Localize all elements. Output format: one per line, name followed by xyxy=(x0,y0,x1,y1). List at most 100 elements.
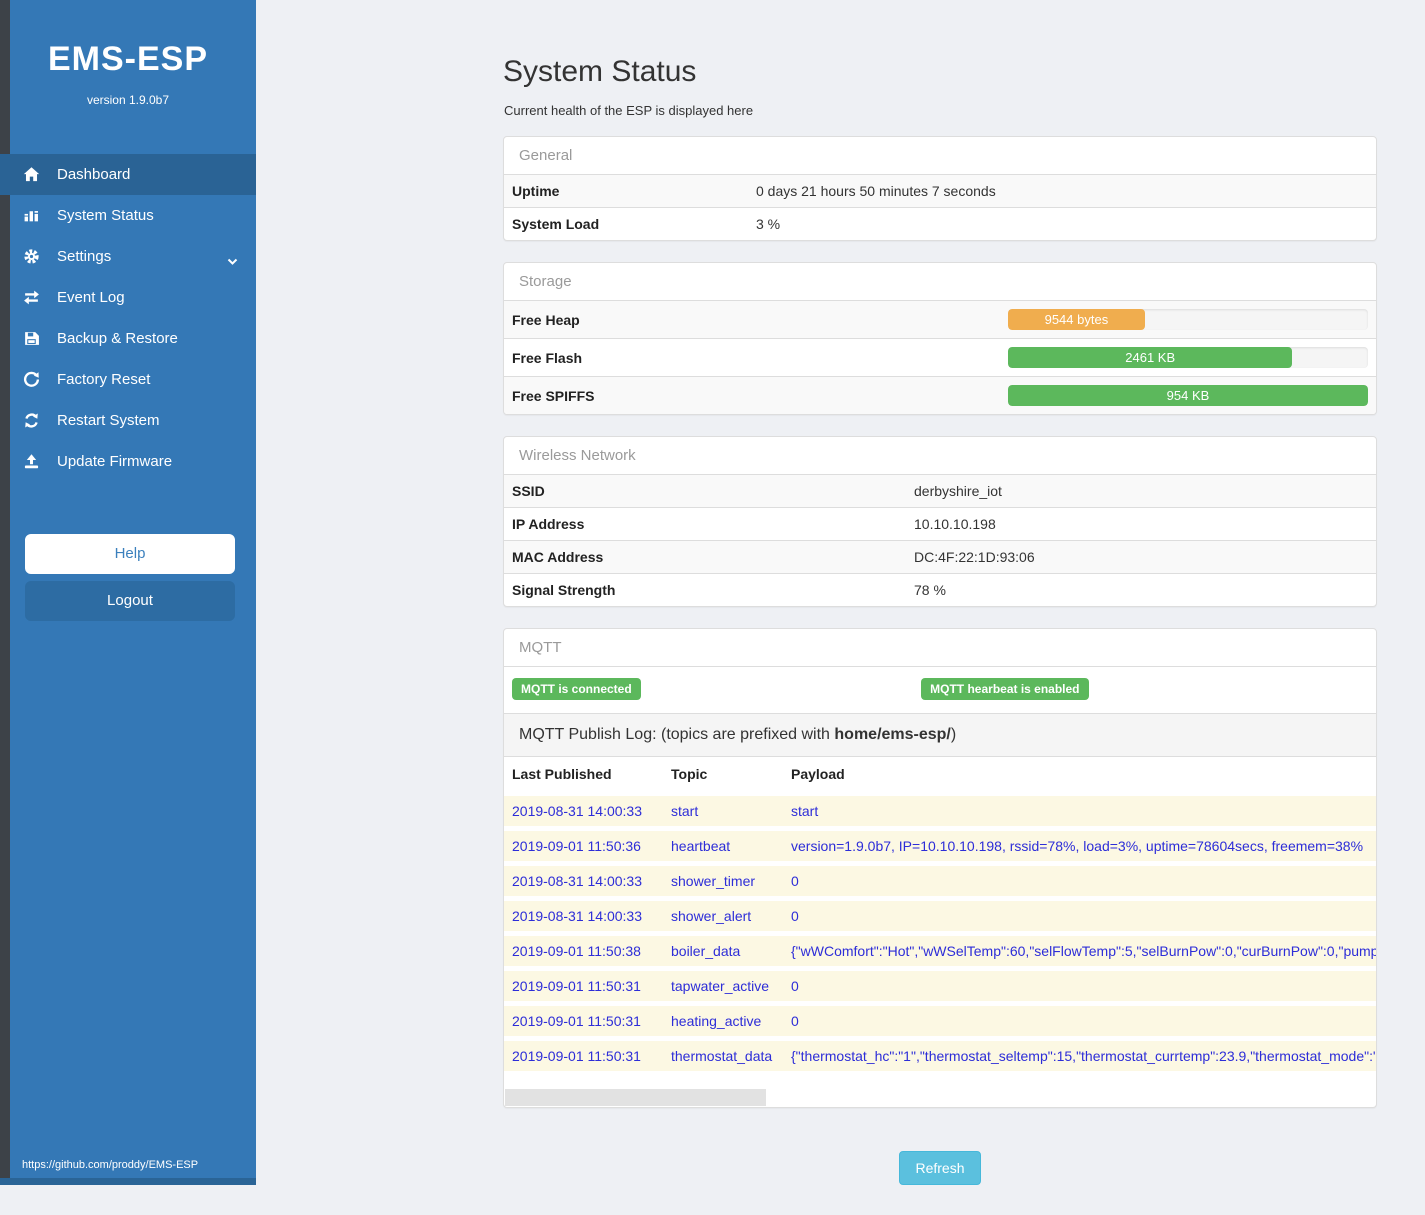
cell-last-published: 2019-09-01 11:50:31 xyxy=(512,978,641,994)
sidebar-item-label: System Status xyxy=(57,207,154,224)
row-label: Free Flash xyxy=(504,338,1000,377)
table-row: MAC Address DC:4F:22:1D:93:06 xyxy=(504,540,1376,574)
sidebar-item-system-status[interactable]: System Status xyxy=(0,195,256,236)
sidebar-item-event-log[interactable]: Event Log xyxy=(0,277,256,318)
page-title: System Status xyxy=(503,55,697,88)
free-flash-progress-track: 2461 KB xyxy=(1008,347,1368,368)
scrollbar-thumb[interactable] xyxy=(505,1089,766,1106)
app-version: version 1.9.0b7 xyxy=(86,93,170,107)
mqtt-log-table: Last Published Topic Payload 2019-08-31 … xyxy=(504,757,1376,1071)
panel-wireless: Wireless Network SSID derbyshire_iot IP … xyxy=(503,436,1377,607)
table-header-row: Last Published Topic Payload xyxy=(504,757,1376,794)
col-header-last-published: Last Published xyxy=(504,757,663,794)
cell-topic: heartbeat xyxy=(671,838,731,854)
cell-payload: {"thermostat_hc":"1","thermostat_seltemp… xyxy=(791,1048,1376,1064)
free-heap-progress-track: 9544 bytes xyxy=(1008,309,1368,330)
row-value: 9544 bytes xyxy=(1000,301,1376,339)
refresh-button[interactable]: Refresh xyxy=(899,1151,981,1185)
free-spiffs-progress-bar: 954 KB xyxy=(1008,385,1368,406)
panel-wireless-heading: Wireless Network xyxy=(504,437,1376,475)
sidebar: EMS-ESP version 1.9.0b7 Dashboard System… xyxy=(0,0,256,1185)
free-spiffs-progress-track: 954 KB xyxy=(1008,385,1368,406)
sidebar-item-label: Restart System xyxy=(57,412,160,429)
panel-mqtt: MQTT MQTT is connected MQTT hearbeat is … xyxy=(503,628,1377,1108)
refresh-area: Refresh xyxy=(503,1129,1377,1215)
panel-general: General Uptime 0 days 21 hours 50 minute… xyxy=(503,136,1377,241)
wireless-table: SSID derbyshire_iot IP Address 10.10.10.… xyxy=(504,475,1376,606)
sidebar-bottom-strip xyxy=(0,1178,256,1185)
sidebar-item-factory-reset[interactable]: Factory Reset xyxy=(0,359,256,400)
sidebar-menu: Dashboard System Status Settings xyxy=(0,154,256,482)
table-row: Signal Strength 78 % xyxy=(504,573,1376,606)
sidebar-item-backup-restore[interactable]: Backup & Restore xyxy=(0,318,256,359)
table-row: Free Heap 9544 bytes xyxy=(504,301,1376,339)
col-header-payload: Payload xyxy=(783,757,1376,794)
row-label: IP Address xyxy=(504,507,906,541)
row-label: Free SPIFFS xyxy=(504,376,1000,414)
row-value: 10.10.10.198 xyxy=(906,507,1376,541)
sidebar-item-update-firmware[interactable]: Update Firmware xyxy=(0,441,256,482)
row-value: 954 KB xyxy=(1000,376,1376,414)
table-row: 2019-09-01 11:50:38 boiler_data {"wWComf… xyxy=(504,933,1376,969)
row-label: Free Heap xyxy=(512,311,580,328)
table-row: System Load 3 % xyxy=(504,207,1376,240)
table-row: 2019-09-01 11:50:31 tapwater_active 0 xyxy=(504,968,1376,1004)
sidebar-item-settings[interactable]: Settings xyxy=(0,236,256,277)
cell-payload: 0 xyxy=(791,908,799,924)
table-row: 2019-09-01 11:50:31 thermostat_data {"th… xyxy=(504,1038,1376,1071)
cell-last-published: 2019-09-01 11:50:31 xyxy=(512,1048,641,1064)
row-label: SSID xyxy=(512,483,545,499)
table-row: 2019-09-01 11:50:31 heating_active 0 xyxy=(504,1003,1376,1039)
sidebar-buttons: Help Logout xyxy=(0,482,256,621)
sidebar-item-dashboard[interactable]: Dashboard xyxy=(0,154,256,195)
table-row: 2019-08-31 14:00:33 shower_timer 0 xyxy=(504,863,1376,899)
cell-last-published: 2019-09-01 11:50:36 xyxy=(512,838,641,854)
row-label: System Load xyxy=(504,207,748,240)
cell-last-published: 2019-08-31 14:00:33 xyxy=(512,908,642,924)
cell-topic: thermostat_data xyxy=(671,1048,773,1064)
panel-mqtt-heading: MQTT xyxy=(504,629,1376,667)
cell-last-published: 2019-08-31 14:00:33 xyxy=(512,873,642,889)
help-button[interactable]: Help xyxy=(25,534,235,574)
general-table: Uptime 0 days 21 hours 50 minutes 7 seco… xyxy=(504,175,1376,240)
horizontal-scrollbar[interactable] xyxy=(505,1089,1375,1106)
table-row: 2019-08-31 14:00:33 start start xyxy=(504,793,1376,829)
publish-log-topic-prefix: home/ems-esp/ xyxy=(834,726,951,743)
cell-topic: tapwater_active xyxy=(671,978,770,994)
sidebar-item-label: Backup & Restore xyxy=(57,330,178,347)
sidebar-item-label: Dashboard xyxy=(57,166,131,183)
sidebar-item-label: Factory Reset xyxy=(57,371,151,388)
cell-payload: {"wWComfort":"Hot","wWSelTemp":60,"selFl… xyxy=(791,943,1376,959)
mqtt-heartbeat-badge: MQTT hearbeat is enabled xyxy=(921,678,1089,700)
undo-icon xyxy=(22,371,40,389)
row-value: 3 % xyxy=(748,207,1376,240)
exchange-icon xyxy=(22,289,40,307)
publish-log-suffix: ) xyxy=(950,726,957,743)
cell-last-published: 2019-09-01 11:50:31 xyxy=(512,1013,641,1029)
table-row: Uptime 0 days 21 hours 50 minutes 7 seco… xyxy=(504,175,1376,208)
row-label: MAC Address xyxy=(504,540,906,574)
refresh-icon xyxy=(22,412,40,430)
brand-box: EMS-ESP version 1.9.0b7 xyxy=(0,0,256,154)
sidebar-item-restart-system[interactable]: Restart System xyxy=(0,400,256,441)
row-value: 2461 KB xyxy=(1000,338,1376,377)
cell-topic: heating_active xyxy=(671,1013,762,1029)
save-icon xyxy=(22,330,40,348)
cell-last-published: 2019-09-01 11:50:38 xyxy=(512,943,641,959)
github-link[interactable]: https://github.com/proddy/EMS-ESP xyxy=(22,1159,199,1171)
home-icon xyxy=(22,166,40,184)
row-label: Uptime xyxy=(512,183,560,199)
table-row: Free SPIFFS 954 KB xyxy=(504,376,1376,414)
storage-table: Free Heap 9544 bytes Free Flash 2461 KB … xyxy=(504,301,1376,414)
app-title: EMS-ESP xyxy=(47,40,209,78)
table-row: SSID derbyshire_iot xyxy=(504,475,1376,508)
gear-icon xyxy=(22,248,40,266)
mqtt-connected-badge: MQTT is connected xyxy=(512,678,641,700)
table-row: 2019-09-01 11:50:36 heartbeat version=1.… xyxy=(504,828,1376,864)
logout-button[interactable]: Logout xyxy=(25,581,235,621)
cell-payload: 0 xyxy=(791,978,799,994)
cell-last-published: 2019-08-31 14:00:33 xyxy=(512,803,642,819)
cell-payload: version=1.9.0b7, IP=10.10.10.198, rssid=… xyxy=(791,838,1364,854)
page-subtitle: Current health of the ESP is displayed h… xyxy=(504,103,754,118)
col-header-topic: Topic xyxy=(663,757,783,794)
